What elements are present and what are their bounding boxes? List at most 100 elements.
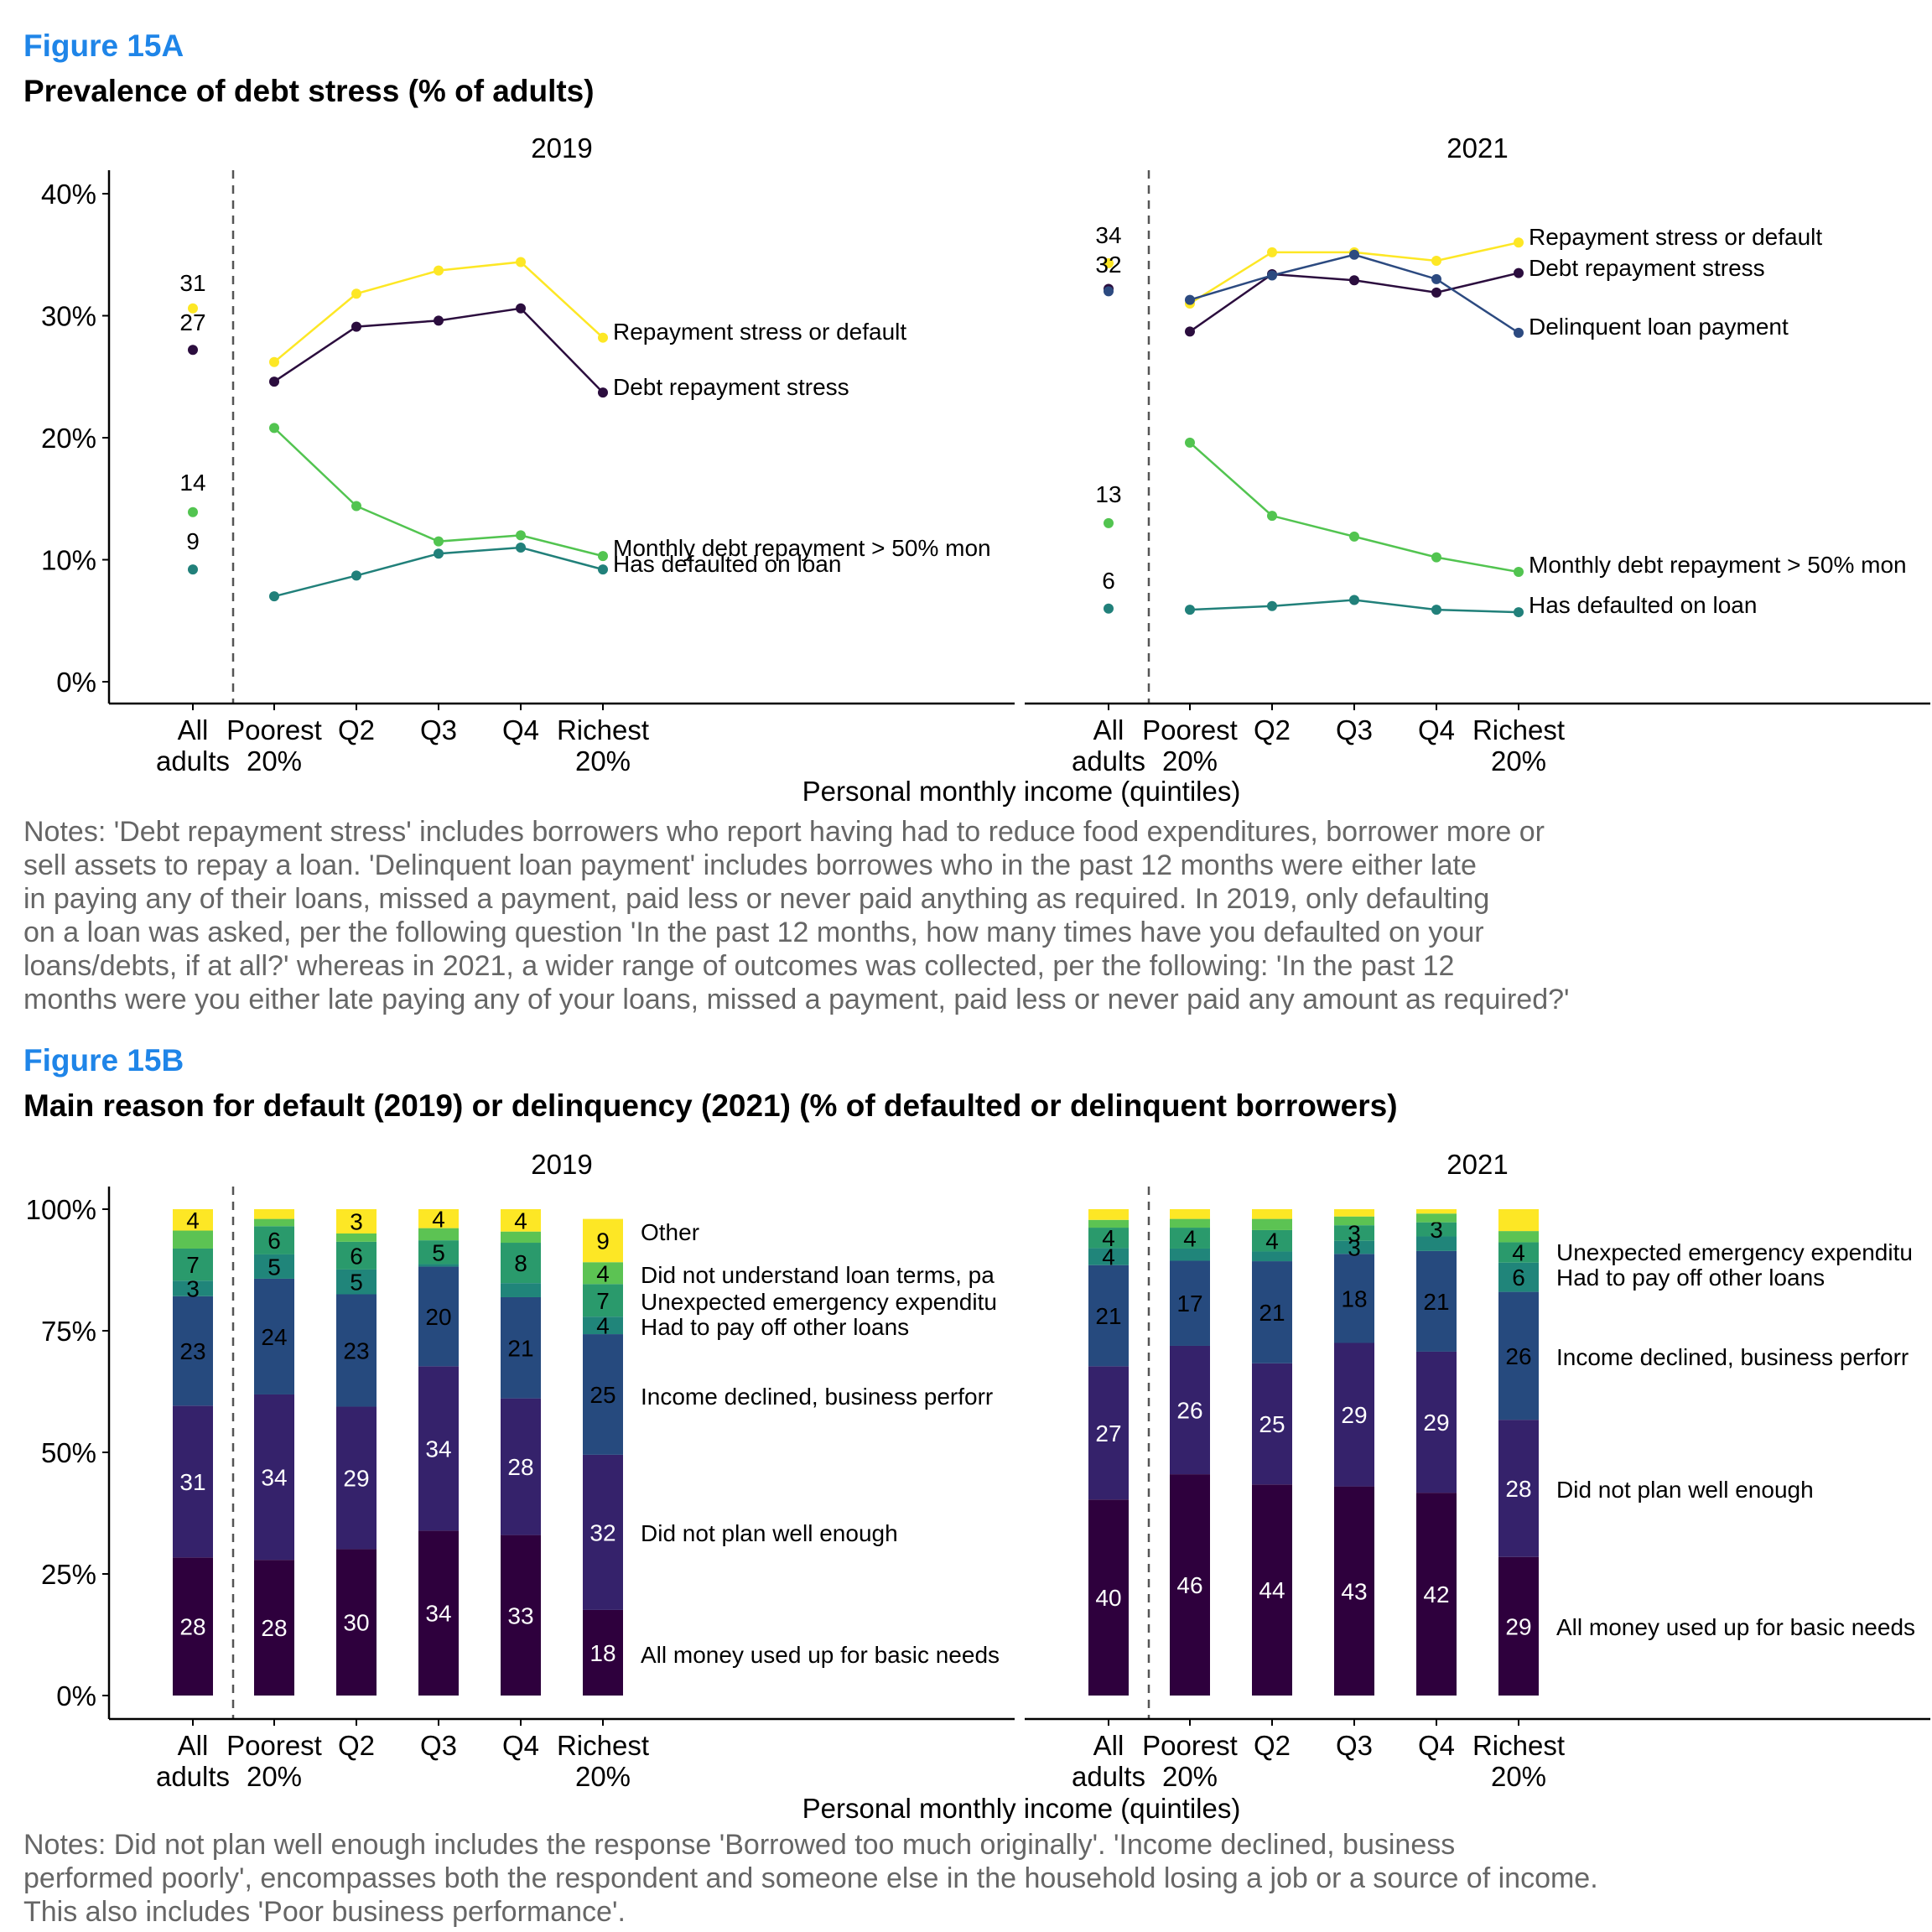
- x-tick-label: adults: [1072, 745, 1145, 776]
- bar-value-label: 6: [350, 1243, 363, 1269]
- data-point-debt-repayment-stress: [269, 377, 279, 387]
- bar-segment-unexpected-emergency-expenditu: [418, 1240, 459, 1265]
- data-point-delinquent-loan-payment: [1514, 327, 1524, 338]
- data-point-monthly-debt-repayment-50-mon: [1431, 552, 1441, 563]
- series-label-has-defaulted-on-loan: Has defaulted on loan: [613, 551, 841, 577]
- bar-segment-unexpected-emergency-expenditu: [1170, 1228, 1210, 1249]
- bar-segment-all-money-used-up-for-basic-needs: [173, 1557, 213, 1696]
- data-point-has-defaulted-on-loan: [1185, 605, 1195, 615]
- y-tick-label: 30%: [41, 301, 96, 332]
- data-point-has-defaulted-on-loan: [516, 542, 526, 553]
- all-adults-label-monthly-debt-repayment-50-mon: 13: [1095, 481, 1121, 507]
- bar-segment-did-not-plan-well-enough: [418, 1366, 459, 1531]
- data-point-monthly-debt-repayment-50-mon: [1185, 437, 1195, 448]
- bar-segment-did-not-understand-loan-terms-pa: [1498, 1231, 1539, 1243]
- series-label-debt-repayment-stress: Debt repayment stress: [613, 374, 849, 400]
- x-tick-label: Q4: [1418, 1730, 1455, 1761]
- all-adults-point-has-defaulted-on-loan: [188, 564, 198, 575]
- bar-value-label: 4: [596, 1313, 610, 1339]
- bar-segment-unexpected-emergency-expenditu: [1334, 1225, 1374, 1241]
- bar-value-label: 44: [1259, 1577, 1285, 1603]
- bar-segment-did-not-plan-well-enough: [336, 1406, 377, 1550]
- all-adults-label-debt-repayment-stress: 27: [179, 309, 205, 335]
- data-point-repayment-stress-or-default: [598, 332, 608, 343]
- bar-segment-had-to-pay-off-other-loans: [254, 1254, 294, 1279]
- bar-value-label: 5: [350, 1270, 363, 1296]
- figure-a-label: Figure 15A: [23, 29, 184, 63]
- bar-segment-income-declined-business-perforr: [501, 1296, 541, 1399]
- all-adults-point-debt-repayment-stress: [188, 345, 198, 356]
- bar-value-label: 18: [589, 1640, 615, 1666]
- bar-segment-did-not-plan-well-enough: [1088, 1366, 1129, 1500]
- bar-segment-income-declined-business-perforr: [1416, 1250, 1457, 1352]
- data-point-has-defaulted-on-loan: [1267, 600, 1277, 611]
- data-point-debt-repayment-stress: [516, 303, 526, 314]
- bar-segment-other: [1252, 1209, 1292, 1219]
- bar-segment-income-declined-business-perforr: [418, 1266, 459, 1367]
- bar-value-label: 4: [1265, 1228, 1279, 1254]
- series-label-all-money-used-up-for-basic-needs: All money used up for basic needs: [1556, 1614, 1915, 1640]
- bar-segment-did-not-plan-well-enough: [501, 1398, 541, 1535]
- data-point-debt-repayment-stress: [434, 315, 444, 326]
- bar-value-label: 6: [267, 1228, 281, 1254]
- bar-value-label: 4: [186, 1208, 200, 1233]
- data-point-debt-repayment-stress: [351, 321, 361, 332]
- data-point-debt-repayment-stress: [598, 387, 608, 398]
- all-adults-point-monthly-debt-repayment-50-mon: [1104, 517, 1114, 528]
- bar-segment-other: [1170, 1209, 1210, 1219]
- bar-segment-unexpected-emergency-expenditu: [1498, 1242, 1539, 1263]
- bar-value-label: 34: [425, 1436, 451, 1462]
- figure-a-title: Prevalence of debt stress (% of adults): [23, 74, 595, 108]
- series-line-monthly-debt-repayment-50-mon: [1189, 441, 1519, 574]
- figure-a-note-line: months were you either late paying any o…: [23, 984, 1570, 1015]
- panel-2019: 2831233742834245630292356334342054332821…: [173, 1206, 1000, 1696]
- y-tick-label: 50%: [41, 1437, 96, 1468]
- bar-value-label: 46: [1176, 1572, 1202, 1598]
- series-label-had-to-pay-off-other-loans: Had to pay off other loans: [1556, 1265, 1825, 1291]
- bar-value-label: 8: [514, 1250, 527, 1276]
- bar-segment-did-not-understand-loan-terms-pa: [583, 1262, 623, 1285]
- bar-value-label: 3: [186, 1276, 200, 1302]
- bar-segment-all-money-used-up-for-basic-needs: [336, 1549, 377, 1696]
- x-tick-label: Q2: [338, 714, 375, 745]
- bar-value-label: 27: [1095, 1420, 1121, 1446]
- all-adults-label-monthly-debt-repayment-50-mon: 14: [179, 470, 205, 496]
- panel-2021: 34 Repayment stress or default 32 Debt repa…: [1095, 222, 1906, 618]
- x-tick-label: Richest: [557, 714, 649, 745]
- bar-segment-had-to-pay-off-other-loans: [418, 1264, 459, 1267]
- series-label-income-declined-business-perforr: Income declined, business perforr: [641, 1384, 993, 1410]
- data-point-repayment-stress-or-default: [516, 257, 526, 267]
- bar-value-label: 7: [596, 1288, 610, 1314]
- data-point-delinquent-loan-payment: [1185, 294, 1195, 305]
- bar-segment-did-not-understand-loan-terms-pa: [501, 1231, 541, 1244]
- bar-value-label: 28: [507, 1454, 533, 1480]
- data-point-repayment-stress-or-default: [1267, 247, 1277, 257]
- all-adults-point-repayment-stress-or-default: [188, 303, 198, 314]
- data-point-has-defaulted-on-loan: [269, 591, 279, 602]
- x-tick-label: Poorest: [1142, 714, 1238, 745]
- x-tick-label: Richest: [1472, 1730, 1565, 1761]
- bar-segment-income-declined-business-perforr: [336, 1294, 377, 1407]
- series-label-did-not-plan-well-enough: Did not plan well enough: [1556, 1477, 1814, 1503]
- data-point-repayment-stress-or-default: [434, 265, 444, 276]
- bar-segment-did-not-understand-loan-terms-pa: [1252, 1218, 1292, 1230]
- bar-value-label: 4: [1102, 1244, 1115, 1270]
- figure-b-label: Figure 15B: [23, 1043, 184, 1078]
- bar-segment-income-declined-business-perforr: [1088, 1265, 1129, 1367]
- x-tick-label: 20%: [575, 745, 631, 776]
- data-point-monthly-debt-repayment-50-mon: [598, 551, 608, 562]
- bar-segment-all-money-used-up-for-basic-needs: [501, 1535, 541, 1696]
- bar-value-label: 21: [1259, 1300, 1285, 1326]
- panel-2019: 31 Repayment stress or default 27 Debt repa…: [179, 257, 991, 602]
- bar-segment-other: [254, 1209, 294, 1219]
- bar-value-label: 33: [507, 1602, 533, 1628]
- bar-value-label: 3: [1430, 1217, 1443, 1243]
- bar-value-label: 4: [1183, 1226, 1197, 1252]
- figure-a-note-line: in paying any of their loans, missed a p…: [23, 883, 1490, 915]
- bar-segment-unexpected-emergency-expenditu: [1088, 1228, 1129, 1249]
- data-point-has-defaulted-on-loan: [598, 564, 608, 575]
- x-tick-label: Richest: [557, 1730, 649, 1761]
- data-point-repayment-stress-or-default: [269, 356, 279, 367]
- bar-segment-had-to-pay-off-other-loans: [583, 1317, 623, 1335]
- all-adults-label-repayment-stress-or-default: 31: [179, 270, 205, 296]
